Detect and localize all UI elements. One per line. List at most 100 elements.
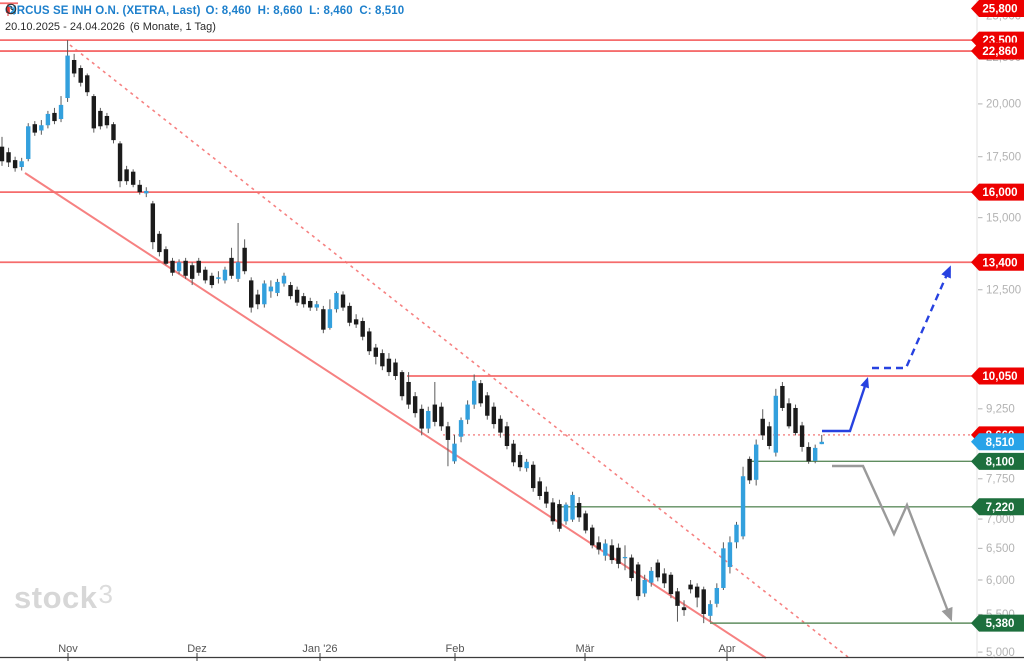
candle-down xyxy=(694,586,700,598)
y-tick-label: 6,000 xyxy=(986,575,1015,587)
candle-down xyxy=(767,426,772,447)
y-tick-label: 12,500 xyxy=(986,285,1021,297)
candle-down xyxy=(111,124,116,141)
price-tag-label: 22,860 xyxy=(982,46,1017,58)
clock-icon xyxy=(5,3,17,15)
target-arrow-gray-head xyxy=(941,606,953,622)
channel-lower-solid xyxy=(24,172,767,659)
candle-up xyxy=(327,309,333,328)
price-tag-red xyxy=(971,42,1024,60)
candle-down xyxy=(576,502,582,518)
date-range: 20.10.2025 - 24.04.2026 xyxy=(5,20,125,33)
candle-up xyxy=(727,542,733,568)
instrument-title: CIRCUS SE INH O.N. (XETRA, Last) xyxy=(5,4,201,17)
candle-down xyxy=(85,75,90,93)
candle-down xyxy=(373,347,379,357)
candle-up xyxy=(235,262,241,279)
candle-down xyxy=(544,491,549,504)
candle-down xyxy=(701,589,706,615)
candle-down xyxy=(485,395,490,416)
candle-down xyxy=(98,110,103,127)
price-tag-label: 8,510 xyxy=(986,437,1015,449)
candle-down xyxy=(321,309,326,330)
month-label: Nov xyxy=(58,643,78,655)
candle-up xyxy=(642,579,647,594)
price-tag-label: 8,100 xyxy=(986,456,1015,468)
candle-up xyxy=(649,570,654,583)
candle-down xyxy=(445,426,451,440)
candle-down xyxy=(662,573,667,584)
y-tick-label: 20,000 xyxy=(986,99,1021,111)
candle-up xyxy=(452,443,457,462)
candle-down xyxy=(498,418,503,433)
candle-down xyxy=(6,152,11,163)
candle-down xyxy=(439,406,444,427)
price-tag-label: 5,380 xyxy=(986,618,1015,630)
candle-down xyxy=(681,607,687,611)
candle-down xyxy=(609,545,615,561)
candle-down xyxy=(242,247,247,272)
y-tick-label: 7,750 xyxy=(986,474,1015,486)
candle-down xyxy=(688,584,693,590)
candle-up xyxy=(334,292,339,310)
candle-down xyxy=(399,372,405,397)
candle-down xyxy=(806,446,811,462)
candle-down xyxy=(432,404,438,422)
y-tick-label: 6,500 xyxy=(986,543,1015,555)
candle-up xyxy=(753,444,759,480)
candle-down xyxy=(255,294,260,305)
candle-down xyxy=(32,124,37,133)
target-arrow-blue-dashed-head xyxy=(941,265,951,279)
candle-up xyxy=(465,404,470,420)
candle-down xyxy=(799,425,805,447)
candle-up xyxy=(734,524,739,543)
candle-up xyxy=(58,104,64,120)
candle-down xyxy=(478,383,483,404)
candle-up xyxy=(65,55,70,99)
candle-up xyxy=(603,543,608,556)
candle-down xyxy=(629,557,634,579)
candle-down xyxy=(747,458,752,481)
y-tick-label: 9,250 xyxy=(986,404,1015,416)
target-arrow-blue-solid-head xyxy=(860,377,869,389)
candle-up xyxy=(714,587,720,604)
candle-up xyxy=(773,395,779,453)
candle-up xyxy=(570,494,575,520)
month-label: Dez xyxy=(187,643,207,655)
price-tag-green xyxy=(971,498,1024,516)
candle-down xyxy=(675,591,680,606)
month-label: Feb xyxy=(446,643,465,655)
candle-up xyxy=(314,304,319,308)
candle-up xyxy=(708,604,713,616)
candle-down xyxy=(635,564,641,597)
candle-down xyxy=(12,160,18,169)
candle-down xyxy=(655,562,660,578)
candle-down xyxy=(596,542,601,550)
month-label: Apr xyxy=(718,643,735,655)
candle-down xyxy=(209,275,215,286)
candle-down xyxy=(0,146,5,162)
y-tick-label: 5,000 xyxy=(986,647,1015,659)
candle-down xyxy=(504,426,510,447)
candle-down xyxy=(406,381,411,405)
candle-down xyxy=(511,443,516,463)
y-tick-label: 7,000 xyxy=(986,514,1015,526)
candle-down xyxy=(590,527,595,546)
price-tag-label: 25,800 xyxy=(982,4,1017,16)
chart-header: CIRCUS SE INH O.N. (XETRA, Last) O: 8,46… xyxy=(5,3,404,34)
candle-down xyxy=(294,289,300,303)
candle-down xyxy=(189,265,195,279)
target-arrow-gray xyxy=(832,464,951,615)
candle-down xyxy=(104,115,110,126)
candle-down xyxy=(780,385,785,408)
candle-down xyxy=(52,112,57,122)
candle-down xyxy=(491,406,497,425)
price-tag-red xyxy=(971,0,1024,17)
candle-down xyxy=(786,403,792,427)
candle-up xyxy=(268,286,274,292)
candle-down xyxy=(517,455,523,468)
candle-up xyxy=(275,281,280,293)
interval-label: (6 Monate, 1 Tag) xyxy=(129,20,216,33)
